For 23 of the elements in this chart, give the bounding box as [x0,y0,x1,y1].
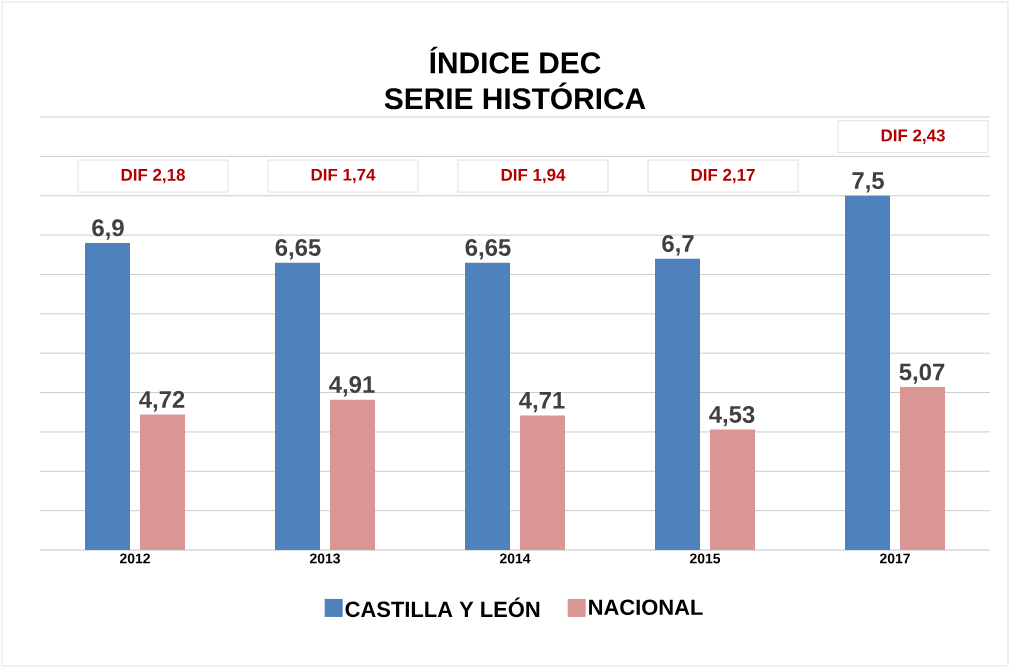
data-label: 4,53 [709,405,755,427]
data-label: 6,9 [92,219,124,240]
annotation: DIF 1,94 [501,168,566,184]
x-tick-label: 2014 [499,553,531,564]
x-tick-label: 2012 [119,553,150,564]
data-label: 5,07 [899,363,945,384]
data-label: 6,65 [275,239,321,260]
data-label: 4,71 [519,392,565,413]
data-label: 6,7 [662,235,694,256]
data-label: 4,72 [139,391,185,412]
data-label: 7,5 [852,172,884,193]
data-label: 4,91 [329,376,375,397]
legend-label: NACIONAL [589,599,703,616]
annotation: DIF 2,18 [121,168,185,184]
annotation: DIF 2,43 [881,129,945,144]
legend-label: CASTILLA Y LEÓN [345,597,540,618]
annotation: DIF 1,74 [311,168,376,184]
x-tick-label: 2017 [879,553,910,564]
x-tick-label: 2013 [309,553,340,564]
chart-title: ÍNDICE DEC SERIE HISTÓRICA [384,46,646,110]
annotation: DIF 2,17 [691,168,755,184]
x-tick-label: 2015 [689,553,721,564]
data-label: 6,65 [465,239,511,260]
